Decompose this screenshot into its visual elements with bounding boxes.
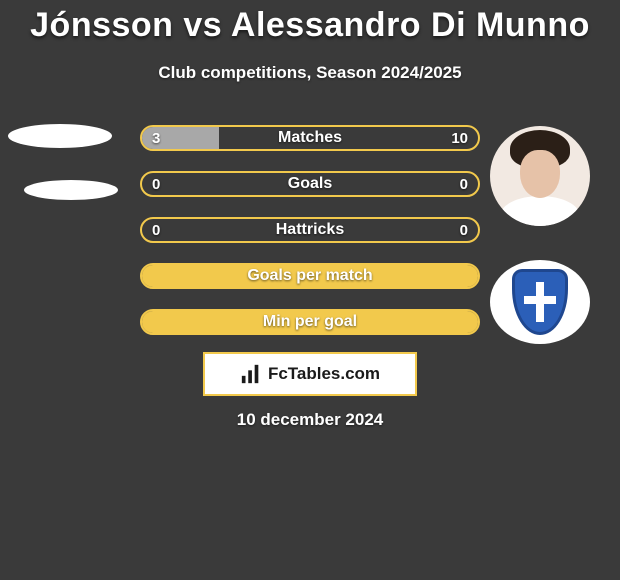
brand-attribution: FcTables.com (203, 352, 417, 396)
stat-row: Min per goal (140, 309, 480, 335)
stat-label: Goals per match (142, 265, 478, 287)
shield-icon (512, 269, 568, 335)
brand-label: FcTables.com (268, 364, 380, 384)
stat-label: Matches (142, 127, 478, 149)
stat-label: Goals (142, 173, 478, 195)
club-badge-right (490, 260, 590, 344)
stat-row: 310Matches (140, 125, 480, 151)
date-label: 10 december 2024 (0, 410, 620, 430)
page-title: Jónsson vs Alessandro Di Munno (0, 0, 620, 45)
stat-label: Min per goal (142, 311, 478, 333)
player-right-avatar (490, 126, 590, 226)
stat-row: 00Hattricks (140, 217, 480, 243)
stat-row: 00Goals (140, 171, 480, 197)
bars-icon (240, 363, 262, 385)
page-subtitle: Club competitions, Season 2024/2025 (0, 63, 620, 83)
stat-bars: 310Matches 00Goals 00Hattricks Goals per ma… (140, 125, 480, 355)
player-left-avatar-row2 (24, 180, 118, 200)
stat-label: Hattricks (142, 219, 478, 241)
player-left-avatar-row1 (8, 124, 112, 148)
stat-row: Goals per match (140, 263, 480, 289)
